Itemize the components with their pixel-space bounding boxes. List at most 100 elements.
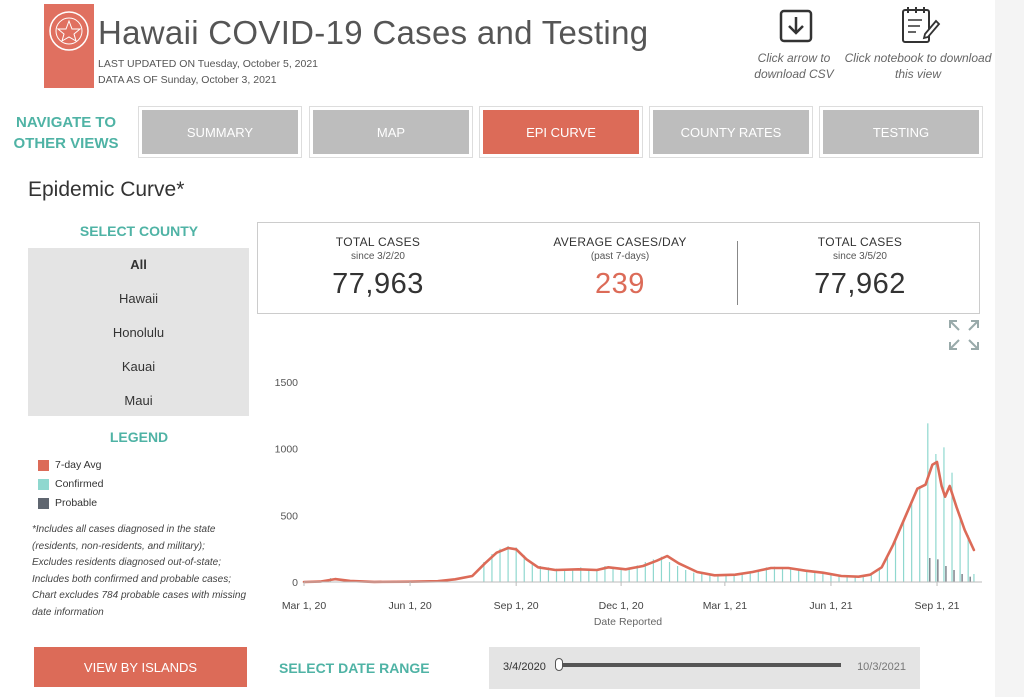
confirmed-bar — [878, 568, 880, 582]
probable-bars — [929, 558, 971, 582]
download-csv-caption-line1: Click arrow to — [757, 51, 831, 65]
slider-start-date: 3/4/2020 — [503, 661, 546, 673]
page-title: Hawaii COVID-19 Cases and Testing — [98, 14, 649, 51]
county-option-kauai[interactable]: Kauai — [121, 359, 156, 374]
legend-swatch-probable — [38, 497, 49, 509]
confirmed-bar — [660, 556, 663, 582]
confirmed-bar — [725, 574, 727, 582]
confirmed-bar — [676, 566, 679, 582]
x-tick-label: Mar 1, 20 — [282, 600, 327, 612]
confirmed-bar — [862, 576, 864, 582]
nav-heading-line1: NAVIGATE TO — [15, 114, 116, 131]
y-tick-label: 1500 — [275, 377, 299, 389]
date-range-slider[interactable]: 3/4/2020 10/3/2021 — [489, 647, 920, 689]
kpi-total-cases-2-label: TOTAL CASES — [817, 235, 903, 249]
confirmed-bar — [555, 568, 558, 582]
legend-label-probable: Probable — [55, 497, 98, 509]
slider-handle[interactable] — [555, 658, 563, 671]
confirmed-bar — [798, 570, 800, 582]
confirmed-bar — [830, 574, 832, 582]
x-tick-label: Sep 1, 21 — [915, 600, 960, 612]
nav-summary-button[interactable]: SUMMARY — [138, 106, 302, 158]
confirmed-bar — [572, 568, 574, 582]
confirmed-bar — [773, 566, 776, 582]
nav-county-rates-label: COUNTY RATES — [653, 110, 809, 154]
legend-label-confirmed: Confirmed — [55, 478, 104, 490]
legend-heading: LEGEND — [109, 429, 169, 445]
confirmed-bar — [709, 574, 711, 582]
download-arrow-icon[interactable] — [778, 8, 814, 44]
confirmed-bar — [636, 565, 638, 582]
confirmed-bar — [814, 572, 816, 582]
expand-arrows-icon[interactable] — [946, 317, 982, 353]
nav-epi-curve-button[interactable]: EPI CURVE — [479, 106, 643, 158]
confirmed-bar — [789, 568, 792, 582]
probable-bar — [945, 566, 947, 582]
chart-axes: 0 500 1000 1500 Mar 1, 20 Jun 1, 20 Sep 1, 20 D… — [275, 377, 982, 628]
kpi-total-cases-2: TOTAL CASES since 3/5/20 77,962 — [780, 235, 940, 301]
download-csv-caption: Click arrow to download CSV — [748, 50, 840, 82]
x-tick-label: Sep 1, 20 — [494, 600, 539, 612]
kpi-total-cases-value: 77,963 — [332, 268, 424, 300]
kpi-total-cases: TOTAL CASES since 3/2/20 77,963 — [298, 235, 458, 301]
confirmed-bar — [919, 486, 921, 582]
county-option-honolulu[interactable]: Honolulu — [112, 325, 165, 340]
confirmed-bar — [757, 570, 759, 582]
notebook-pencil-icon[interactable] — [898, 4, 942, 46]
legend-swatch-confirmed — [38, 478, 49, 490]
seven-day-avg-line — [302, 460, 976, 584]
kpi-total-cases-label: TOTAL CASES — [335, 235, 421, 249]
nav-epi-curve-label: EPI CURVE — [483, 110, 639, 154]
confirmed-bar — [846, 576, 848, 582]
confirmed-bar — [628, 567, 630, 582]
download-view-caption: Click notebook to download this view — [842, 50, 994, 82]
county-option-all[interactable]: All — [130, 257, 147, 272]
confirmed-bar — [499, 548, 501, 582]
confirmed-bar — [547, 567, 550, 582]
x-tick-label: Mar 1, 21 — [703, 600, 748, 612]
county-option-maui[interactable]: Maui — [124, 393, 153, 408]
confirmed-bar — [967, 535, 969, 582]
confirmed-bar — [781, 567, 784, 582]
kpi-panel: TOTAL CASES since 3/2/20 77,963 AVERAGE … — [257, 222, 980, 314]
confirmed-bar — [693, 572, 695, 582]
confirmed-bar — [822, 573, 824, 582]
hawaii-state-seal-icon — [49, 11, 89, 51]
county-option-hawaii[interactable]: Hawaii — [118, 291, 158, 306]
kpi-total-cases-2-sub: since 3/5/20 — [833, 251, 887, 262]
confirmed-bar — [838, 576, 840, 582]
confirmed-bar — [870, 574, 872, 582]
confirmed-bar — [539, 566, 541, 582]
confirmed-bar — [588, 570, 590, 582]
confirmed-bar — [612, 568, 614, 582]
y-tick-label: 1000 — [275, 444, 299, 456]
confirmed-bars — [329, 423, 975, 582]
select-county-heading: SELECT COUNTY — [79, 223, 199, 239]
confirmed-bar — [531, 563, 533, 582]
county-list: All Hawaii Honolulu Kauai Maui — [28, 248, 249, 416]
nav-heading-line2: OTHER VIEWS — [13, 135, 119, 152]
view-by-islands-button[interactable]: VIEW BY ISLANDS — [34, 647, 247, 687]
kpi-total-cases-sub: since 3/2/20 — [351, 251, 405, 262]
nav-map-button[interactable]: MAP — [309, 106, 473, 158]
confirmed-bar — [491, 554, 493, 582]
confirmed-bar — [668, 562, 671, 582]
y-tick-label: 0 — [292, 577, 298, 589]
kpi-average-cases: AVERAGE CASES/DAY (past 7-days) 239 — [530, 235, 710, 301]
slider-track[interactable] — [559, 663, 841, 667]
confirmed-bar — [741, 572, 743, 582]
nav-testing-button[interactable]: TESTING — [819, 106, 983, 158]
confirmed-bar — [701, 574, 703, 582]
legend-item-7day-avg: 7-day Avg — [38, 459, 102, 471]
confirmed-bar — [886, 555, 889, 582]
probable-bar — [953, 570, 955, 582]
download-view-caption-line2: this view — [894, 67, 941, 81]
confirmed-bar — [943, 447, 945, 582]
epi-curve-chart: 0 500 1000 1500 Mar 1, 20 Jun 1, 20 Sep 1, 20 D… — [275, 377, 982, 628]
confirmed-bar — [765, 567, 767, 582]
nav-county-rates-button[interactable]: COUNTY RATES — [649, 106, 813, 158]
confirmed-bar — [854, 576, 856, 582]
legend-label-7day-avg: 7-day Avg — [55, 459, 102, 471]
confirmed-bar — [515, 547, 517, 582]
kpi-total-cases-2-value: 77,962 — [814, 268, 906, 300]
